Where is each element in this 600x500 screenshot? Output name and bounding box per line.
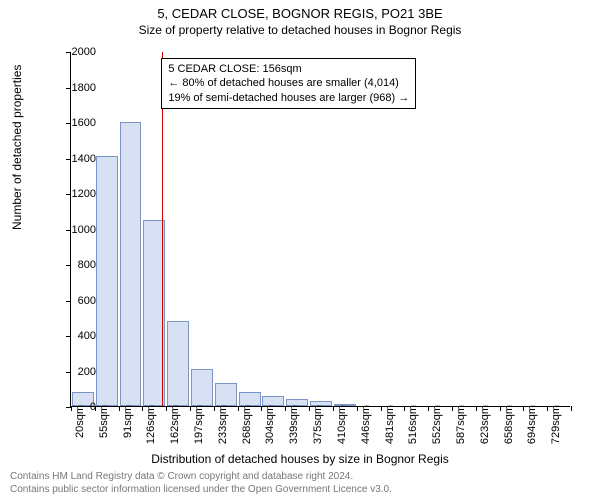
ytick-label: 800: [56, 259, 96, 271]
xtick-label: 375sqm: [312, 405, 324, 455]
footer-line-2: Contains public sector information licen…: [10, 484, 392, 497]
xtick-mark: [285, 406, 286, 411]
ytick-label: 1400: [56, 153, 96, 165]
ytick-label: 1200: [56, 188, 96, 200]
xtick-mark: [190, 406, 191, 411]
xtick-mark: [142, 406, 143, 411]
xtick-label: 623sqm: [479, 405, 491, 455]
xtick-label: 658sqm: [503, 405, 515, 455]
xtick-label: 162sqm: [169, 405, 181, 455]
xtick-mark: [381, 406, 382, 411]
xtick-label: 410sqm: [336, 405, 348, 455]
ytick-label: 1000: [56, 224, 96, 236]
bar: [96, 156, 118, 406]
xtick-label: 268sqm: [241, 405, 253, 455]
xtick-mark: [309, 406, 310, 411]
bar: [120, 122, 142, 406]
xtick-label: 446sqm: [360, 405, 372, 455]
xtick-label: 339sqm: [288, 405, 300, 455]
xtick-label: 587sqm: [455, 405, 467, 455]
xtick-label: 694sqm: [526, 405, 538, 455]
xtick-mark: [523, 406, 524, 411]
ytick-label: 1600: [56, 117, 96, 129]
xtick-mark: [452, 406, 453, 411]
xtick-label: 20sqm: [74, 405, 86, 455]
annotation-line-2: ← 80% of detached houses are smaller (4,…: [168, 76, 409, 90]
xtick-mark: [476, 406, 477, 411]
xtick-label: 55sqm: [98, 405, 110, 455]
ytick-label: 2000: [56, 46, 96, 58]
ytick-label: 200: [56, 366, 96, 378]
bar: [239, 392, 261, 406]
xtick-label: 552sqm: [431, 405, 443, 455]
ytick-label: 400: [56, 330, 96, 342]
xtick-mark: [500, 406, 501, 411]
xtick-label: 197sqm: [193, 405, 205, 455]
xtick-label: 233sqm: [217, 405, 229, 455]
xtick-mark: [404, 406, 405, 411]
ytick-label: 1800: [56, 82, 96, 94]
y-axis-label: Number of detached properties: [10, 65, 24, 230]
xtick-mark: [238, 406, 239, 411]
bar: [215, 383, 237, 406]
xtick-label: 481sqm: [384, 405, 396, 455]
xtick-mark: [119, 406, 120, 411]
xtick-mark: [357, 406, 358, 411]
xtick-mark: [166, 406, 167, 411]
xtick-mark: [571, 406, 572, 411]
bar: [191, 369, 213, 406]
annotation-line-1: 5 CEDAR CLOSE: 156sqm: [168, 62, 409, 76]
chart-title: 5, CEDAR CLOSE, BOGNOR REGIS, PO21 3BE: [0, 6, 600, 21]
annotation-line-3: 19% of semi-detached houses are larger (…: [168, 91, 409, 105]
xtick-mark: [261, 406, 262, 411]
bar: [167, 321, 189, 406]
annotation-box: 5 CEDAR CLOSE: 156sqm← 80% of detached h…: [161, 58, 416, 109]
chart-subtitle: Size of property relative to detached ho…: [0, 23, 600, 37]
xtick-mark: [428, 406, 429, 411]
xtick-label: 91sqm: [122, 405, 134, 455]
xtick-label: 729sqm: [550, 405, 562, 455]
ytick-label: 600: [56, 295, 96, 307]
footer-attribution: Contains HM Land Registry data © Crown c…: [10, 471, 392, 496]
xtick-mark: [214, 406, 215, 411]
xtick-mark: [547, 406, 548, 411]
xtick-label: 126sqm: [145, 405, 157, 455]
footer-line-1: Contains HM Land Registry data © Crown c…: [10, 471, 392, 484]
xtick-label: 304sqm: [264, 405, 276, 455]
xtick-label: 516sqm: [407, 405, 419, 455]
xtick-mark: [333, 406, 334, 411]
